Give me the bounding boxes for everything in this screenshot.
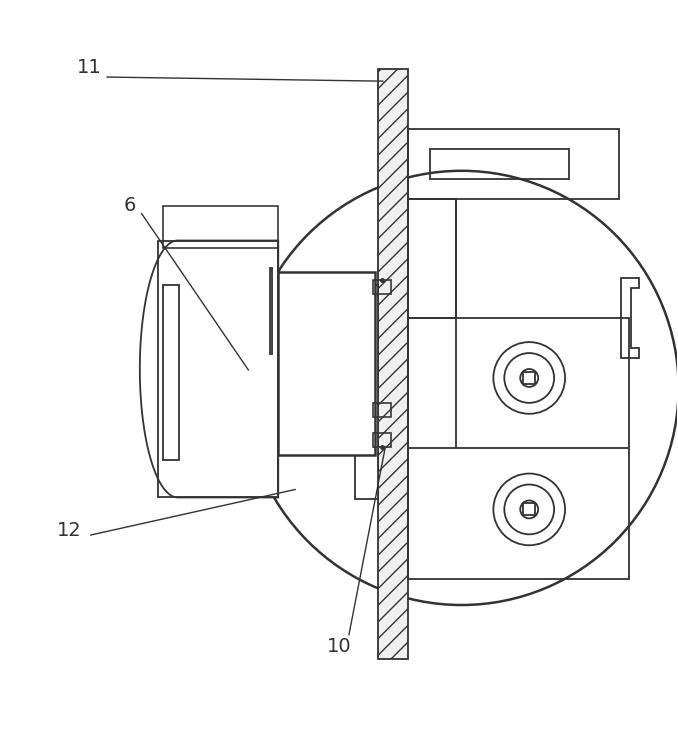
Polygon shape: [355, 285, 378, 499]
Polygon shape: [378, 70, 407, 659]
Text: 12: 12: [56, 520, 81, 539]
Polygon shape: [158, 241, 278, 498]
Text: 10: 10: [327, 637, 351, 656]
Text: 11: 11: [77, 58, 102, 77]
Text: 6: 6: [123, 196, 136, 215]
Polygon shape: [278, 272, 375, 455]
